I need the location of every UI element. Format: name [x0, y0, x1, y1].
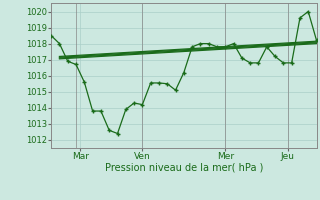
X-axis label: Pression niveau de la mer( hPa ): Pression niveau de la mer( hPa ) [105, 163, 263, 173]
